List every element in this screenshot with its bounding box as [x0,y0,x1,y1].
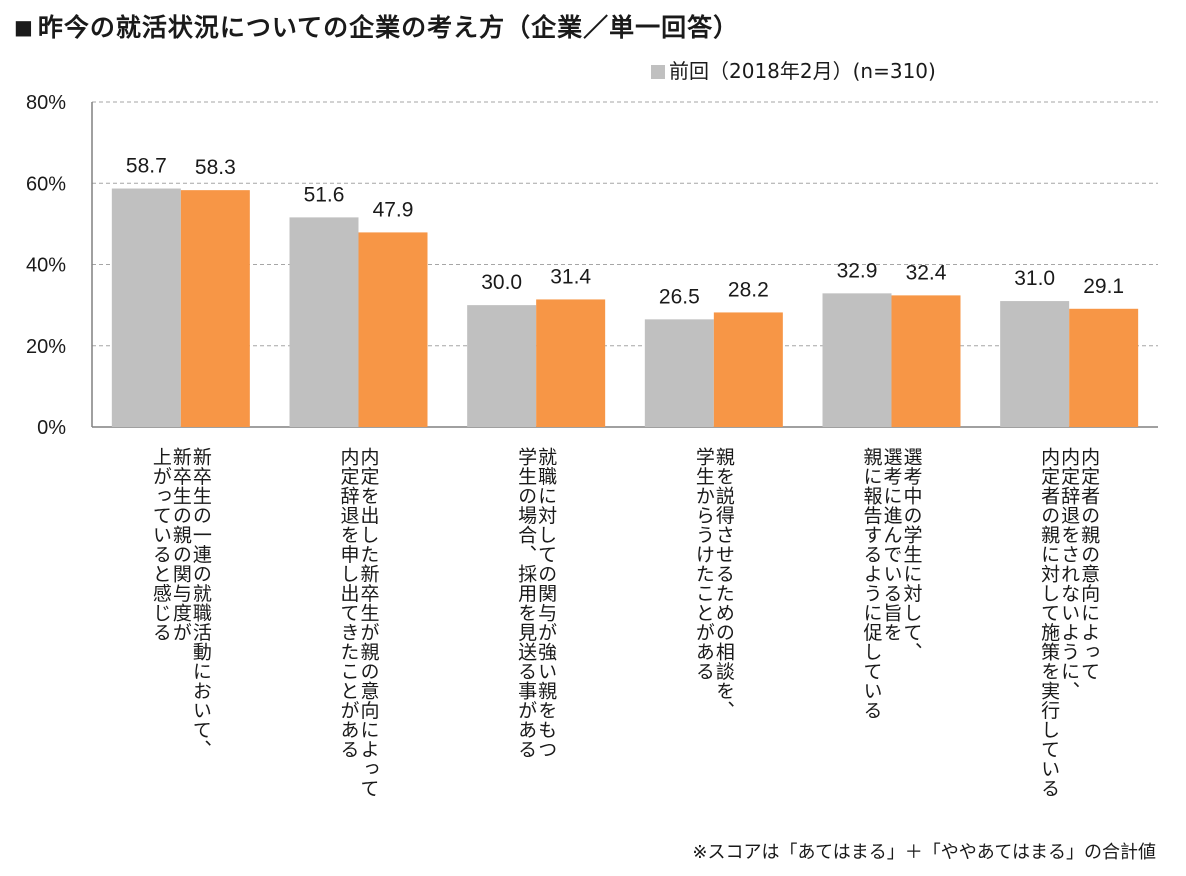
x-tick-label: 内定を出した新卒生が親の意向によって [358,447,380,798]
y-tick-label: 80% [26,92,66,114]
title-marker: ■ [14,15,34,39]
x-tick-label: 選考に進んでいる旨を [881,447,903,642]
x-tick-label: 上がっていると感じる [150,447,172,642]
x-tick-label: 新卒生の一連の就職活動において、 [190,447,212,759]
bar [1069,308,1139,427]
x-tick-label: 内定者の親の意向によって [1078,447,1100,681]
bar [111,188,181,427]
data-label: 51.6 [304,183,345,206]
bar [713,312,783,427]
footnote: ※スコアは「あてはまる」＋「ややあてはまる」の合計値 [692,842,1156,863]
legend-swatch [651,65,665,79]
y-tick-label: 20% [26,336,66,358]
data-label: 28.2 [728,278,769,301]
y-tick-label: 60% [26,173,66,195]
data-label: 32.9 [837,259,878,282]
data-label: 26.5 [659,285,700,308]
x-tick-label: 内定者の親に対して施策を実行している [1038,447,1060,798]
chart-title: ■ 昨今の就活状況についての企業の考え方（企業／単一回答） [14,8,739,44]
bar [358,232,428,427]
data-label: 58.7 [126,155,167,178]
data-label: 29.1 [1083,275,1124,298]
x-tick-label: 学生からうけたことがある [693,447,715,681]
legend-label: 前回（2018年2月）(n=310) [669,59,936,83]
bar [822,293,892,427]
x-tick-label: 親を説得させるための相談を、 [713,447,735,720]
x-tick-label: 新卒生の親の関与度が [170,447,192,642]
data-label: 58.3 [195,156,236,179]
data-label: 31.4 [550,265,591,288]
y-tick-label: 40% [26,255,66,277]
x-tick-label: 選考中の学生に対して、 [901,447,923,662]
bar [536,299,606,427]
bar [644,319,714,427]
data-label: 31.0 [1014,267,1055,290]
bar [1000,301,1070,427]
bar [289,217,359,427]
x-tick-label: 内定辞退を申し出てきたことがある [338,447,360,759]
x-tick-label: 学生の場合、採用を見送る事がある [515,447,537,759]
x-tick-label: 親に報告するように促している [861,447,883,720]
x-tick-label: 内定辞退をされないように、 [1058,447,1080,701]
data-label: 32.4 [906,261,947,284]
bar [467,305,537,427]
data-label: 30.0 [481,271,522,294]
title-text: 昨今の就活状況についての企業の考え方（企業／単一回答） [37,13,740,42]
x-tick-label: 就職に対しての関与が強い親をもつ [535,447,557,759]
bar [891,295,961,427]
y-tick-label: 0% [37,417,66,439]
data-label: 47.9 [373,198,414,221]
bar [180,190,250,427]
